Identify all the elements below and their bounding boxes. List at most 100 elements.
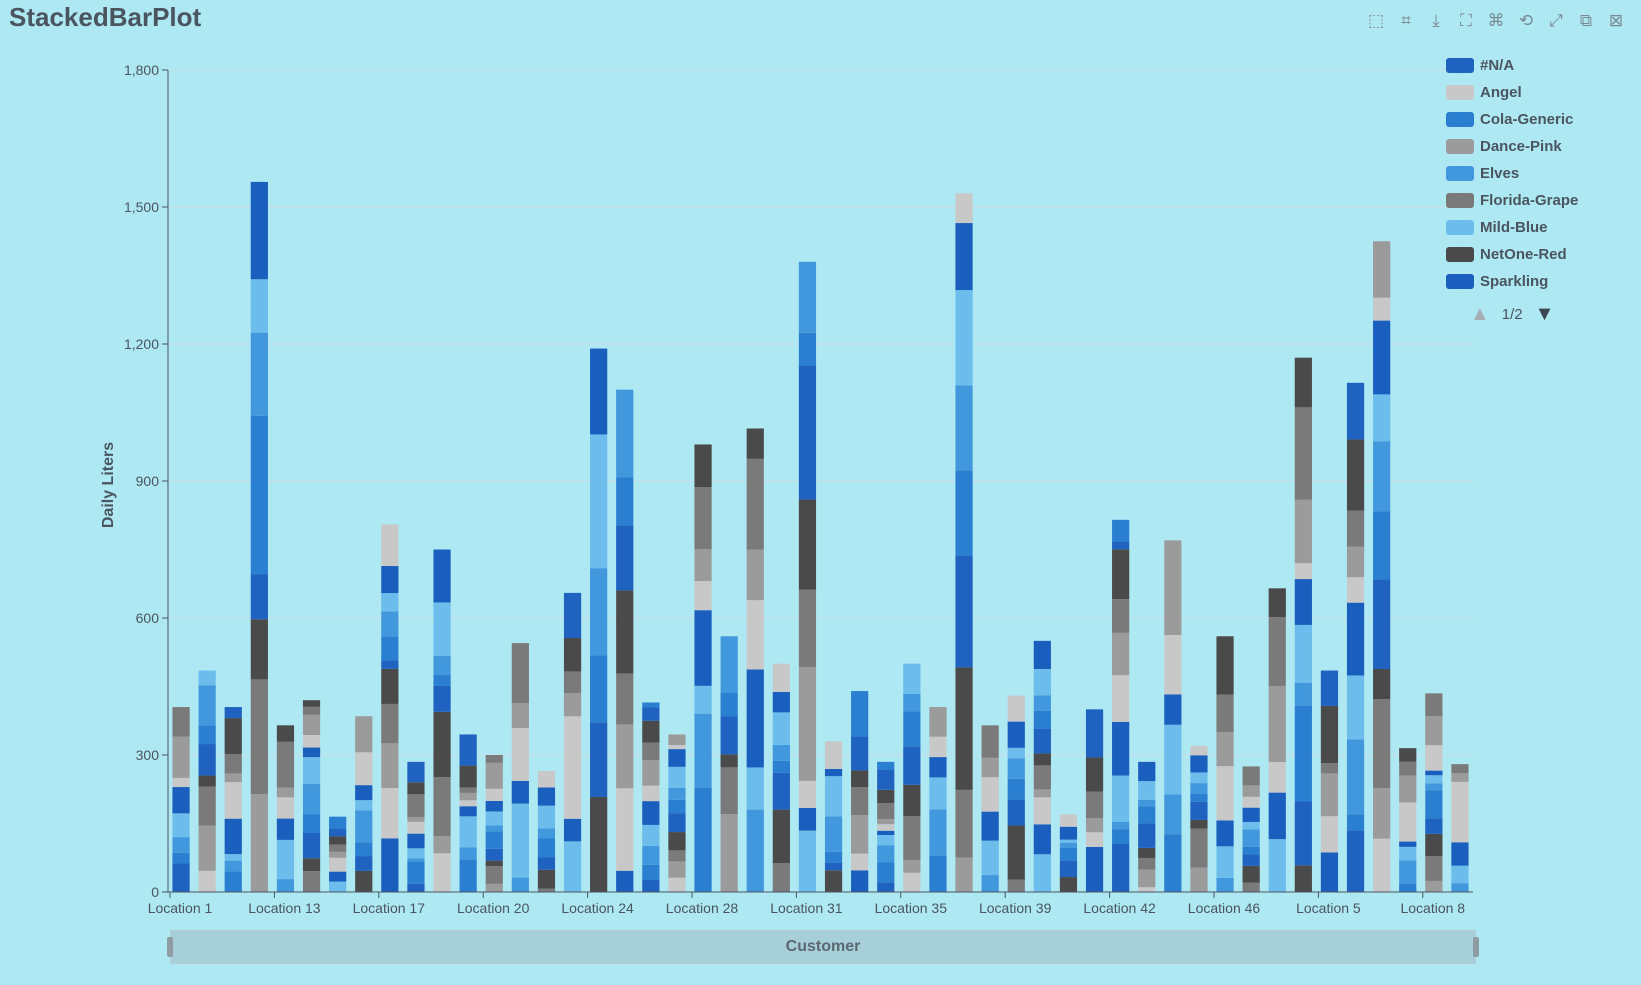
bar-segment — [1033, 695, 1051, 711]
bar-segment — [798, 807, 817, 831]
bar-segment — [1033, 710, 1051, 729]
bar-segment — [1320, 773, 1339, 817]
bar-segment — [1033, 789, 1051, 798]
legend-item[interactable]: Dance-Pink — [1446, 133, 1578, 160]
bar-segment — [407, 794, 425, 818]
bar-segment — [1242, 865, 1260, 883]
bar-segment — [746, 428, 764, 459]
bar-segment — [302, 706, 321, 715]
bar-segment — [772, 863, 790, 892]
rect-select-icon[interactable]: ⬚ — [1367, 11, 1385, 30]
bar-segment — [1164, 540, 1182, 635]
bar-segment — [1164, 724, 1182, 795]
bar-segment — [1138, 857, 1156, 870]
legend-item[interactable]: Mild-Blue — [1446, 214, 1578, 241]
bar-segment — [1033, 668, 1051, 696]
zoom-icon[interactable]: ⛶ — [1460, 11, 1472, 30]
bar-segment — [302, 714, 321, 736]
bar-segment — [250, 794, 268, 892]
bar-segment — [250, 574, 268, 620]
legend-item[interactable]: Sparkling — [1446, 268, 1578, 295]
bar-segment — [381, 593, 399, 612]
bar-segment — [1085, 791, 1104, 819]
legend-item[interactable]: Florida-Grape — [1446, 187, 1578, 214]
bar-segment — [877, 830, 895, 836]
bar-segment — [798, 830, 817, 892]
bar-segment — [1425, 745, 1443, 771]
fullscreen-icon[interactable]: ⤢ — [1549, 11, 1563, 30]
bar-segment — [329, 829, 347, 837]
bar-segment — [877, 761, 895, 770]
legend-swatch — [1446, 58, 1474, 73]
bar-segment — [433, 836, 451, 854]
bar-segment — [381, 611, 399, 637]
bar-segment — [198, 725, 216, 745]
bar-segment — [1112, 632, 1130, 676]
bar-segment — [877, 835, 895, 846]
lasso-icon[interactable]: ⌘ — [1487, 11, 1505, 30]
bar-segment — [694, 713, 712, 788]
bar-segment — [485, 825, 503, 832]
bar-segment — [590, 348, 608, 435]
bar-segment — [798, 332, 817, 366]
bar-segment — [250, 619, 268, 680]
bar-segment — [1320, 852, 1339, 892]
bar-segment — [381, 636, 399, 661]
bar-segment — [851, 815, 869, 854]
bar-segment — [1112, 821, 1130, 830]
bar-segment — [1242, 766, 1260, 786]
restore-icon[interactable]: ⟲ — [1518, 11, 1534, 30]
bar-segment — [616, 724, 634, 789]
bar-segment — [772, 663, 790, 692]
bar-segment — [1242, 882, 1260, 892]
data-view-icon[interactable]: ⧉ — [1579, 11, 1593, 30]
legend-item[interactable]: Angel — [1446, 79, 1578, 106]
bar-segment — [851, 770, 869, 788]
bar-segment — [381, 743, 399, 789]
bar-segment — [1373, 394, 1391, 442]
polygon-select-icon[interactable]: ⌗ — [1401, 11, 1411, 30]
bar-segment — [903, 816, 921, 861]
bar-segment — [1268, 761, 1286, 793]
download-icon[interactable]: ⤓ — [1432, 11, 1440, 30]
bar-segment — [1451, 865, 1469, 884]
bar-segment — [276, 818, 295, 840]
pager-prev-icon[interactable]: ▲ — [1470, 303, 1490, 325]
bar-segment — [276, 787, 295, 798]
bar-segment — [824, 768, 843, 777]
legend-item[interactable]: Cola-Generic — [1446, 106, 1578, 133]
bar-segment — [1451, 773, 1469, 782]
bar-segment — [1294, 705, 1312, 802]
bar-segment — [824, 741, 843, 769]
bar-segment — [1216, 766, 1234, 821]
bar-segment — [485, 883, 503, 892]
y-tick-label: 300 — [136, 747, 160, 763]
data-zoom-slider[interactable]: Customer — [167, 930, 1479, 964]
bar-segment — [981, 757, 999, 778]
legend-item[interactable]: Elves — [1446, 160, 1578, 187]
clear-icon[interactable]: ⊠ — [1608, 11, 1624, 30]
bar-segment — [302, 858, 321, 872]
bar-segment — [433, 656, 451, 676]
bar-segment — [877, 845, 895, 863]
bar-segment — [877, 819, 895, 825]
bar-segment — [355, 752, 373, 786]
legend-item[interactable]: NetOne-Red — [1446, 241, 1578, 268]
bar-segment — [1007, 825, 1025, 880]
bar-segment — [903, 784, 921, 817]
bar-segment — [929, 809, 947, 856]
bar-segment — [433, 853, 451, 892]
bar-segment — [1216, 636, 1234, 695]
bar-segment — [1112, 721, 1130, 776]
x-tick-label: Location 24 — [561, 900, 634, 916]
bar-segment — [1190, 745, 1208, 756]
zoom-range[interactable] — [170, 930, 1476, 964]
bar-segment — [1033, 797, 1051, 825]
bar-segment — [1007, 758, 1025, 779]
bar-segment — [1138, 847, 1156, 858]
zoom-handle-left[interactable] — [167, 937, 173, 957]
pager-next-icon[interactable]: ▼ — [1534, 303, 1555, 325]
bar-segment — [1425, 818, 1443, 834]
legend-item[interactable]: #N/A — [1446, 52, 1578, 79]
zoom-handle-right[interactable] — [1473, 937, 1479, 957]
